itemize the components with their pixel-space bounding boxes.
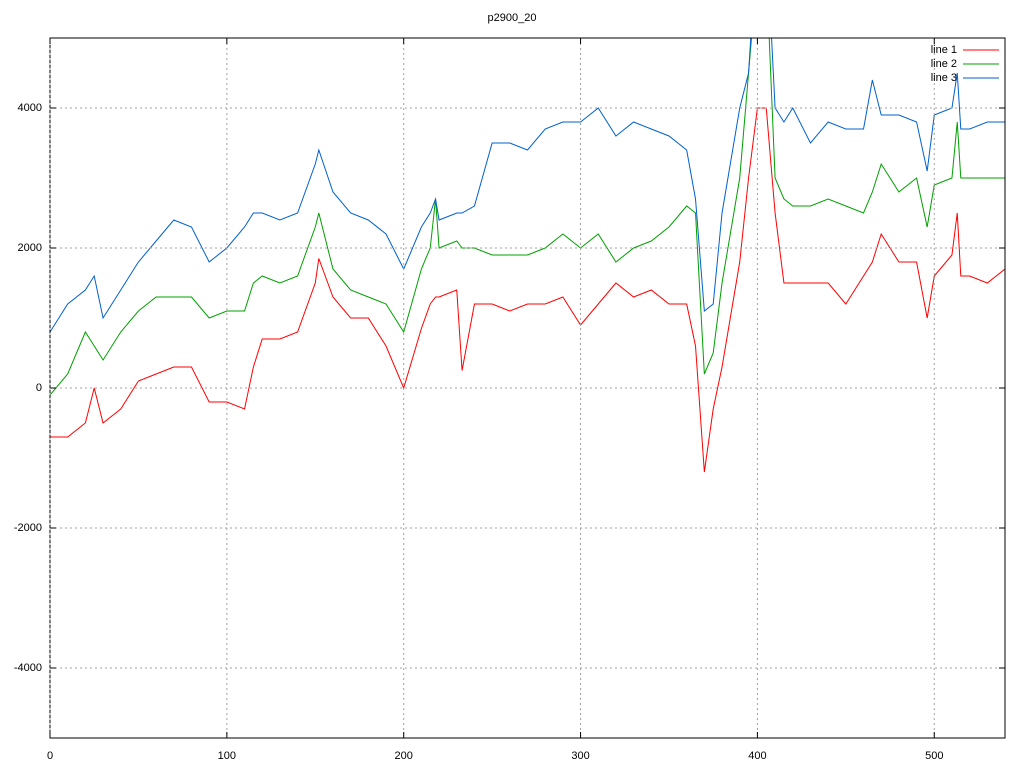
data-line [50,38,1005,333]
x-tick-label: 100 [218,750,236,762]
y-tick-label: 4000 [18,102,42,114]
x-tick-label: 300 [571,750,589,762]
data-line [50,107,1005,473]
x-tick-label: 200 [395,750,413,762]
chart-title: p2900_20 [488,12,537,24]
x-tick-label: 500 [925,750,943,762]
x-tick-label: 0 [47,750,53,762]
legend-label: line 3 [931,72,957,84]
legend-label: line 1 [931,44,957,56]
y-tick-label: -2000 [14,522,42,534]
x-tick-label: 400 [748,750,766,762]
y-tick-label: 2000 [18,242,42,254]
data-line [50,38,1005,396]
plot-area [50,38,1005,473]
legend-label: line 2 [931,58,957,70]
y-tick-label: 0 [36,382,42,394]
y-tick-label: -4000 [14,662,42,674]
